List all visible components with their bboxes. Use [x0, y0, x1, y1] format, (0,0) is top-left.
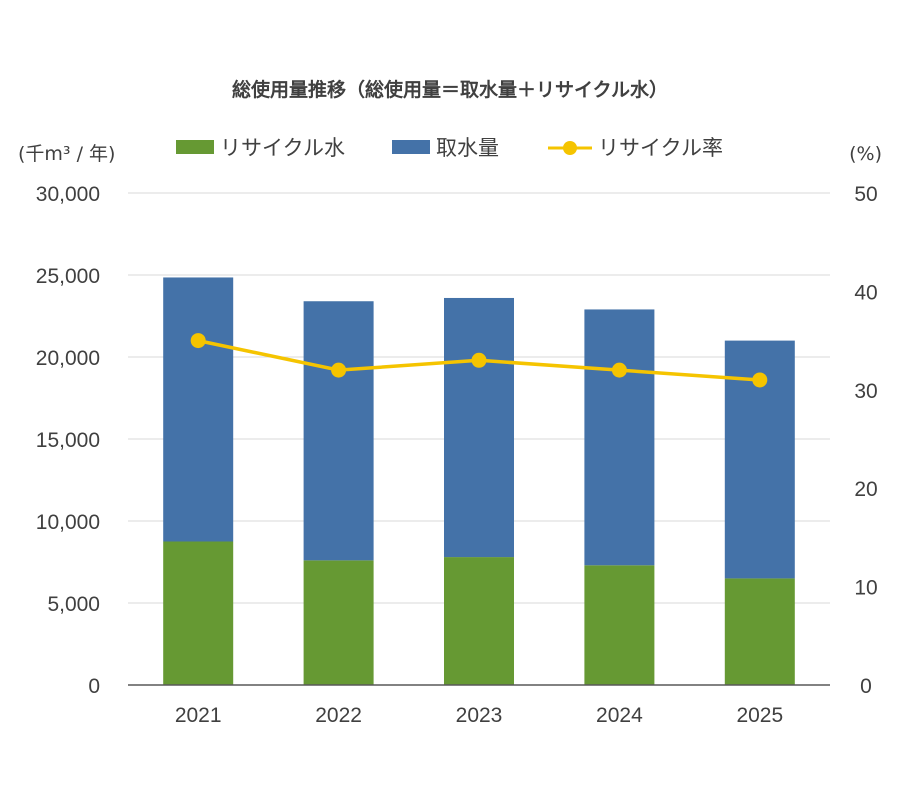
bar-water-intake: [303, 301, 374, 561]
right-tick-label: 40: [854, 281, 877, 304]
right-tick-label: 50: [854, 183, 877, 206]
bar-recycled-water: [303, 560, 374, 685]
point-recycle-rate: [331, 362, 347, 378]
bar-water-intake: [444, 297, 514, 558]
bar-water-intake: [584, 309, 655, 566]
x-axis-ticks: 2021 2022 2023 2024 2025: [175, 704, 783, 727]
point-recycle-rate: [471, 352, 487, 368]
bars: [128, 277, 830, 686]
point-recycle-rate: [611, 362, 627, 378]
legend-label-recycled-water: リサイクル水: [220, 136, 345, 160]
legend-swatch-recycled-water: [176, 140, 214, 154]
chart-title: 総使用量推移（総使用量＝取水量＋リサイクル水）: [232, 78, 668, 101]
point-recycle-rate: [190, 333, 206, 349]
x-tick-label: 2023: [456, 704, 503, 727]
left-tick-label: 10,000: [36, 511, 100, 534]
bar-recycled-water: [163, 541, 234, 685]
recycle-rate-line: [190, 333, 768, 388]
right-tick-label: 30: [854, 380, 877, 403]
bar-recycled-water: [444, 557, 514, 685]
bar-water-intake: [163, 277, 234, 542]
left-tick-label: 15,000: [36, 429, 100, 452]
right-axis-unit: (%): [849, 143, 882, 165]
right-tick-label: 20: [854, 478, 877, 501]
legend-label-water-intake: 取水量: [436, 136, 499, 160]
left-tick-label: 30,000: [36, 183, 100, 206]
x-tick-label: 2022: [315, 704, 362, 727]
x-tick-label: 2025: [736, 704, 783, 727]
right-axis-ticks: 0 10 20 30 40 50: [854, 183, 877, 698]
left-tick-label: 25,000: [36, 265, 100, 288]
x-tick-label: 2024: [596, 704, 643, 727]
legend: リサイクル水 取水量 リサイクル率: [176, 136, 723, 160]
left-tick-label: 5,000: [47, 593, 100, 616]
legend-label-recycle-rate: リサイクル率: [598, 136, 723, 160]
left-axis-unit: (千m³ / 年): [18, 143, 115, 165]
left-tick-label: 0: [88, 675, 100, 698]
x-tick-label: 2021: [175, 704, 222, 727]
bar-recycled-water: [724, 578, 795, 685]
right-tick-label: 10: [854, 577, 877, 600]
bar-recycled-water: [584, 565, 655, 685]
left-axis-ticks: 0 5,000 10,000 15,000 20,000 25,000 30,000: [36, 183, 100, 698]
point-recycle-rate: [752, 372, 768, 388]
legend-marker-recycle-rate: [563, 141, 577, 155]
right-tick-label: 0: [860, 675, 872, 698]
left-tick-label: 20,000: [36, 347, 100, 370]
legend-swatch-water-intake: [392, 140, 430, 154]
